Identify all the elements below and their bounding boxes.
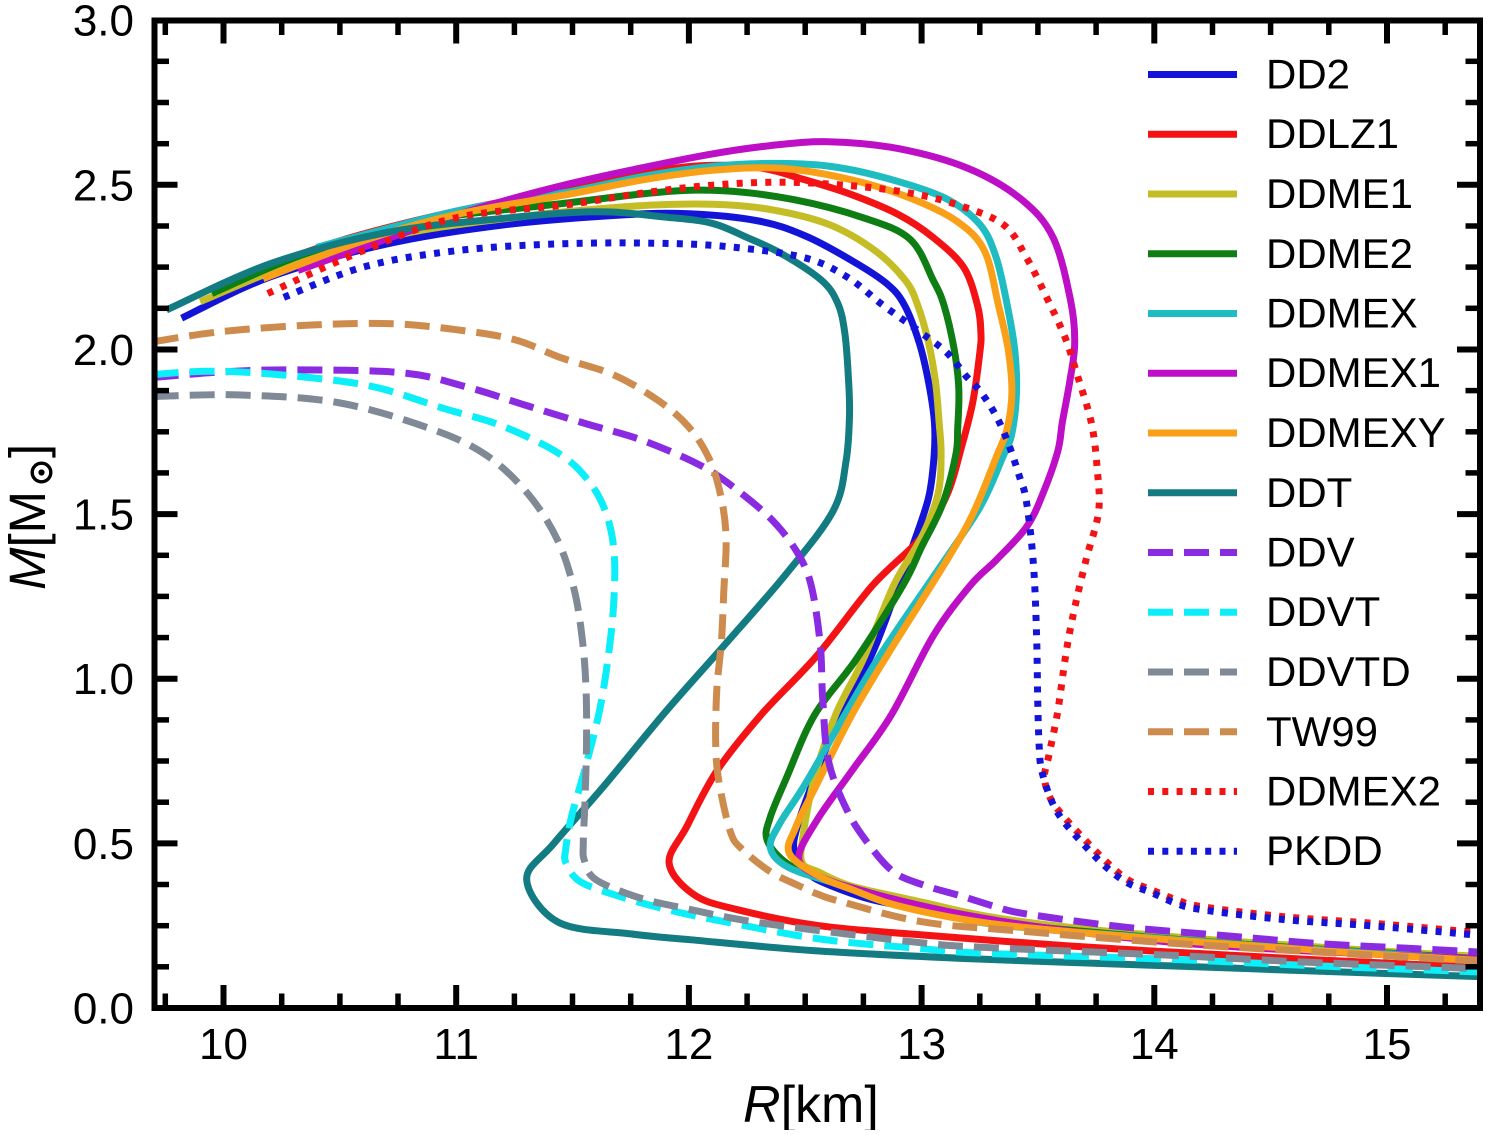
svg-text:DDV: DDV (1266, 529, 1355, 576)
svg-text:1.0: 1.0 (73, 655, 134, 704)
svg-text:15: 15 (1363, 1020, 1412, 1069)
svg-text:DDMEX: DDMEX (1266, 290, 1418, 337)
svg-text:11: 11 (433, 1020, 479, 1069)
svg-text:]: ] (0, 444, 56, 458)
svg-text:14: 14 (1130, 1020, 1179, 1069)
svg-text:0.0: 0.0 (73, 985, 134, 1034)
svg-text:3.0: 3.0 (73, 0, 134, 46)
svg-text:0.5: 0.5 (73, 820, 134, 869)
svg-text:DDT: DDT (1266, 469, 1352, 516)
svg-text:13: 13 (897, 1020, 946, 1069)
svg-text:M[M: M[M (0, 491, 56, 590)
svg-text:10: 10 (199, 1020, 248, 1069)
svg-text:1.5: 1.5 (73, 491, 134, 540)
svg-text:DDLZ1: DDLZ1 (1266, 110, 1399, 157)
svg-text:R[km]: R[km] (743, 1076, 879, 1130)
svg-text:DDVTD: DDVTD (1266, 648, 1411, 695)
svg-text:DDMEX2: DDMEX2 (1266, 768, 1441, 815)
svg-text:DDME2: DDME2 (1266, 230, 1413, 277)
svg-text:TW99: TW99 (1266, 708, 1378, 755)
svg-text:DDMEXY: DDMEXY (1266, 409, 1446, 456)
svg-text:DDME1: DDME1 (1266, 170, 1413, 217)
svg-text:12: 12 (664, 1020, 713, 1069)
svg-text:2.0: 2.0 (73, 326, 134, 375)
svg-text:DDVT: DDVT (1266, 588, 1380, 635)
svg-text:2.5: 2.5 (73, 161, 134, 210)
svg-text:PKDD: PKDD (1266, 827, 1383, 874)
svg-text:DD2: DD2 (1266, 51, 1350, 98)
svg-text:DDMEX1: DDMEX1 (1266, 349, 1441, 396)
